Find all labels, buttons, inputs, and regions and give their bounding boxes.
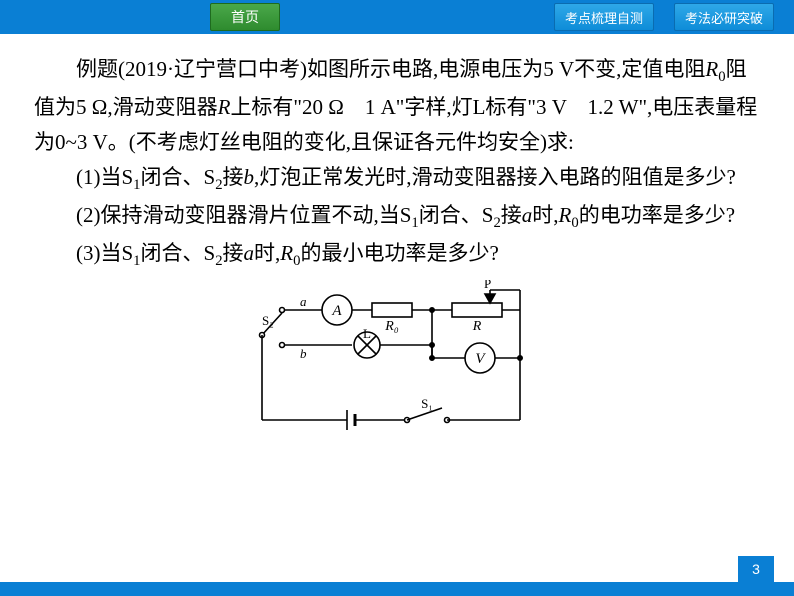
p-label: P [484,280,491,291]
s2-sub-3: 2 [215,253,222,269]
r0-symbol: R [705,57,718,81]
q3-a-label: a [244,241,255,265]
q3-text-c: 接 [223,241,244,265]
s1-sub-2: 1 [411,215,418,231]
intro-text: 例题(2019·辽宁营口中考)如图所示电路,电源电压为5 V不变,定值电阻 [76,57,705,81]
s1-label: S₁ [421,396,433,411]
b-terminal: b [300,346,307,361]
q3-text-f: 的最小电功率是多少? [300,241,498,265]
q3-text-e: 时, [254,241,280,265]
home-button[interactable]: 首页 [210,3,280,31]
r0-symbol-3: R [280,241,293,265]
q2-text-b: 闭合、S [419,203,494,227]
s1-sub-3: 1 [133,253,140,269]
lamp-label: L [363,326,371,341]
circuit-diagram: A R₀ R P V [252,280,542,442]
q2-text-c: 接 [501,203,522,227]
nav-button-review[interactable]: 考点梳理自测 [554,3,654,31]
q2-text-f: 的电功率是多少? [579,203,735,227]
q1-b-label: b [244,165,255,189]
r-symbol: R [218,95,231,119]
q1-text-e: ,灯泡正常发光时,滑动变阻器接入电路的阻值是多少? [254,165,736,189]
q2-text-a: (2)保持滑动变阻器滑片位置不动,当S [76,203,411,227]
q2-text-e: 时, [532,203,558,227]
s1-sub: 1 [133,178,140,194]
r0-label: R₀ [384,319,399,334]
content-area: 例题(2019·辽宁营口中考)如图所示电路,电源电压为5 V不变,定值电阻R0阻… [0,34,794,442]
top-bar: 首页 考点梳理自测 考法必研突破 [0,0,794,34]
question-3: (3)当S1闭合、S2接a时,R0的最小电功率是多少? [34,236,760,274]
a-terminal: a [300,294,307,309]
nav-button-methods[interactable]: 考法必研突破 [674,3,774,31]
q3-text-b: 闭合、S [141,241,216,265]
q1-text-b: 闭合、S [141,165,216,189]
q1-text-a: (1)当S [76,165,133,189]
r-label: R [472,319,482,334]
page-number: 3 [738,556,774,582]
s2-label: S₂ [262,313,274,328]
r0-sub-2: 0 [571,215,578,231]
question-1: (1)当S1闭合、S2接b,灯泡正常发光时,滑动变阻器接入电路的阻值是多少? [34,160,760,198]
q2-a-label: a [522,203,533,227]
bottom-bar [0,582,794,596]
q3-text-a: (3)当S [76,241,133,265]
s2-sub-2: 2 [493,215,500,231]
problem-intro: 例题(2019·辽宁营口中考)如图所示电路,电源电压为5 V不变,定值电阻R0阻… [34,52,760,160]
r0-symbol-2: R [559,203,572,227]
q1-text-c: 接 [223,165,244,189]
ammeter-label: A [331,303,342,319]
question-2: (2)保持滑动变阻器滑片位置不动,当S1闭合、S2接a时,R0的电功率是多少? [34,198,760,236]
voltmeter-label: V [475,351,486,367]
s2-sub: 2 [215,178,222,194]
r0-subscript: 0 [718,69,725,85]
